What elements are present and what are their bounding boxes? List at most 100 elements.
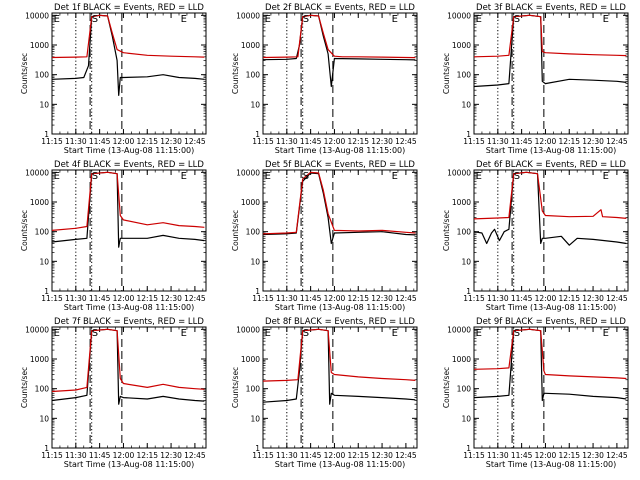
x-axis-label: Start Time (13-Aug-08 11:15:00) — [64, 303, 195, 312]
series-line-lld — [473, 171, 627, 220]
series-line-lld — [262, 14, 416, 59]
chart-title: Det 9f BLACK = Events, RED = LLD — [476, 317, 626, 327]
x-axis-label: Start Time (13-Aug-08 11:15:00) — [486, 303, 617, 312]
x-tick-label: 12:00 — [113, 451, 135, 460]
x-tick-label: 12:30 — [160, 137, 182, 146]
x-tick-label: 12:45 — [606, 294, 628, 303]
y-tick-label: 1 — [255, 130, 260, 139]
marker-e-right: E — [181, 14, 187, 25]
x-tick-label: 11:45 — [511, 137, 533, 146]
series-line-events — [51, 14, 205, 97]
y-tick-label: 1000 — [241, 41, 260, 50]
y-tick-label: 10 — [461, 257, 471, 266]
x-tick-label: 12:30 — [371, 451, 393, 460]
plot-frame — [51, 326, 207, 449]
chart-title: Det 5f BLACK = Events, RED = LLD — [265, 160, 415, 170]
y-tick-label: 10 — [461, 414, 471, 423]
y-tick-label: 10 — [39, 100, 49, 109]
marker-s: S — [514, 171, 520, 182]
y-tick-label: 1000 — [241, 355, 260, 364]
x-tick-label: 12:30 — [582, 294, 604, 303]
y-tick-label: 100 — [457, 385, 472, 394]
y-tick-label: 1 — [466, 444, 471, 453]
y-tick-label: 100 — [35, 228, 50, 237]
x-tick-label: 11:15 — [41, 137, 63, 146]
chart-title: Det 6f BLACK = Events, RED = LLD — [476, 160, 626, 170]
x-tick-label: 11:45 — [300, 137, 322, 146]
chart-panel-4: 1 10 100 1000 10000 11:15 11:30 11:45 12:00 12:15… — [20, 160, 207, 312]
y-tick-label: 10000 — [25, 168, 49, 177]
series-line-events — [51, 171, 205, 248]
chart-panel-3: 1 10 100 1000 10000 11:15 11:30 11:45 12:00 12:15… — [442, 3, 629, 155]
x-tick-label: 11:15 — [41, 451, 63, 460]
chart-panel-9: 1 10 100 1000 10000 11:15 11:30 11:45 12:00 12:15… — [442, 317, 629, 469]
y-axis-label: Counts/sec — [231, 53, 240, 94]
marker-e-left: E — [265, 171, 271, 182]
y-tick-label: 1 — [466, 287, 471, 296]
x-tick-label: 12:30 — [582, 137, 604, 146]
y-tick-label: 100 — [246, 71, 261, 80]
marker-s: S — [92, 328, 98, 339]
x-tick-label: 12:00 — [324, 137, 346, 146]
series-line-events — [262, 14, 416, 88]
marker-s: S — [514, 14, 520, 25]
y-tick-label: 1000 — [452, 198, 471, 207]
x-tick-label: 11:30 — [276, 294, 298, 303]
x-tick-label: 12:15 — [136, 137, 158, 146]
y-tick-label: 10 — [250, 100, 260, 109]
series-line-events — [262, 328, 416, 405]
x-tick-label: 11:45 — [89, 137, 111, 146]
x-axis-label: Start Time (13-Aug-08 11:15:00) — [275, 460, 406, 469]
x-tick-label: 12:30 — [371, 294, 393, 303]
x-tick-label: 12:30 — [160, 294, 182, 303]
marker-e-left: E — [54, 328, 60, 339]
x-tick-label: 11:45 — [511, 294, 533, 303]
series-line-events — [51, 328, 205, 405]
plot-frame — [473, 326, 629, 449]
series-line-lld — [262, 328, 416, 382]
x-axis-label: Start Time (13-Aug-08 11:15:00) — [275, 303, 406, 312]
x-tick-label: 11:30 — [487, 137, 509, 146]
marker-e-right: E — [392, 171, 398, 182]
marker-e-right: E — [181, 171, 187, 182]
series-line-lld — [51, 328, 205, 393]
x-tick-label: 11:15 — [463, 294, 485, 303]
x-tick-label: 12:45 — [395, 294, 417, 303]
chart-title: Det 1f BLACK = Events, RED = LLD — [54, 3, 204, 13]
y-tick-label: 10 — [39, 257, 49, 266]
marker-s: S — [303, 171, 309, 182]
marker-e-right: E — [392, 14, 398, 25]
chart-title: Det 2f BLACK = Events, RED = LLD — [265, 3, 415, 13]
y-tick-label: 1 — [44, 130, 49, 139]
y-tick-label: 1 — [44, 287, 49, 296]
y-tick-label: 10000 — [447, 11, 471, 20]
y-tick-label: 1000 — [30, 355, 49, 364]
marker-e-left: E — [476, 14, 482, 25]
x-tick-label: 12:15 — [136, 294, 158, 303]
chart-panel-8: 1 10 100 1000 10000 11:15 11:30 11:45 12:00 12:15… — [231, 317, 418, 469]
y-tick-label: 1000 — [30, 198, 49, 207]
plot-frame — [473, 12, 629, 135]
x-tick-label: 12:30 — [582, 451, 604, 460]
y-axis-label: Counts/sec — [442, 53, 451, 94]
x-tick-label: 11:45 — [89, 451, 111, 460]
x-tick-label: 11:45 — [300, 294, 322, 303]
chart-panel-7: 1 10 100 1000 10000 11:15 11:30 11:45 12:00 12:15… — [20, 317, 207, 469]
y-tick-label: 1 — [255, 287, 260, 296]
y-tick-label: 1000 — [452, 355, 471, 364]
x-tick-label: 11:45 — [89, 294, 111, 303]
series-line-events — [473, 171, 627, 246]
x-axis-label: Start Time (13-Aug-08 11:15:00) — [64, 460, 195, 469]
series-line-lld — [51, 171, 205, 231]
y-tick-label: 1000 — [452, 41, 471, 50]
x-tick-label: 11:15 — [252, 294, 274, 303]
y-tick-label: 10 — [461, 100, 471, 109]
x-tick-label: 12:15 — [136, 451, 158, 460]
x-tick-label: 11:15 — [463, 137, 485, 146]
y-tick-label: 1000 — [241, 198, 260, 207]
x-tick-label: 11:30 — [65, 451, 87, 460]
x-tick-label: 12:30 — [160, 451, 182, 460]
x-tick-label: 12:00 — [113, 137, 135, 146]
chart-panel-6: 1 10 100 1000 10000 11:15 11:30 11:45 12:00 12:15… — [442, 160, 629, 312]
x-tick-label: 12:15 — [347, 137, 369, 146]
